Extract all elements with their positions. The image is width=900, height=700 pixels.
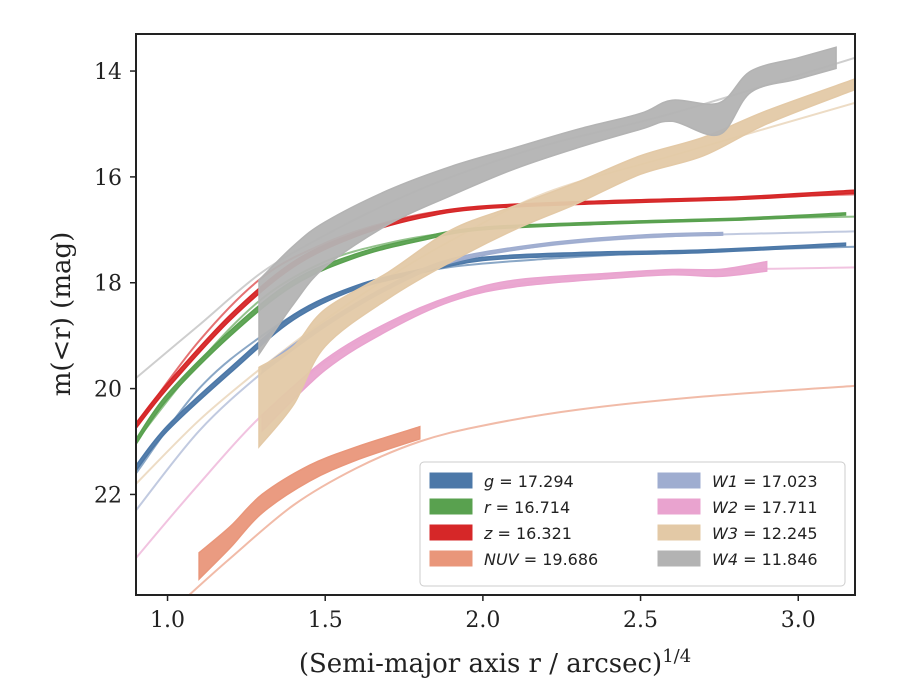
x-axis: 1.0 1.5 2.0 2.5 3.0 <box>150 595 816 633</box>
legend-box <box>419 461 846 587</box>
plot-frame <box>135 33 856 596</box>
y-tick-label: 22 <box>94 483 122 508</box>
x-axis-label-text: (Semi-major axis r / arcsec) <box>299 649 662 679</box>
x-axis-label: (Semi-major axis r / arcsec)1/4 <box>299 646 691 679</box>
legend-entry-g: g = 17.294 <box>484 472 574 491</box>
legend-entry-nuv: NUV = 19.686 <box>484 550 598 569</box>
x-tick-label: 1.5 <box>308 608 343 633</box>
legend-entry-r: r = 16.714 <box>484 498 570 517</box>
legend-swatch-z <box>429 524 473 541</box>
band-w4 <box>258 46 837 357</box>
legend-entry-w2: W2 = 17.711 <box>712 498 818 517</box>
y-axis-label: m(<r) (mag) <box>47 232 77 397</box>
x-tick-label: 2.0 <box>465 608 500 633</box>
legend: g = 17.294 r = 16.714 z = 16.321 NUV = 19.6… <box>419 461 846 587</box>
x-tick-label: 3.0 <box>781 608 816 633</box>
y-tick-label: 14 <box>94 60 122 85</box>
x-tick-label: 2.5 <box>623 608 658 633</box>
y-axis: 14 16 18 20 22 <box>94 60 136 508</box>
legend-swatch-w2 <box>657 498 701 515</box>
y-tick-label: 20 <box>94 378 122 403</box>
band-w2 <box>261 260 768 433</box>
band-g <box>136 242 847 472</box>
legend-swatch-w3 <box>657 524 701 541</box>
band-nuv <box>198 425 421 581</box>
y-tick-label: 16 <box>94 166 122 191</box>
legend-entry-z: z = 16.321 <box>483 524 572 543</box>
legend-entry-w3: W3 = 12.245 <box>712 524 818 543</box>
legend-swatch-w4 <box>657 550 701 567</box>
series-layer <box>136 46 855 595</box>
legend-swatch-w1 <box>657 472 701 489</box>
y-tick-label: 18 <box>94 272 122 297</box>
legend-entry-w4: W4 = 11.846 <box>712 550 818 569</box>
legend-entry-w1: W1 = 17.023 <box>712 472 818 491</box>
legend-swatch-nuv <box>429 550 473 567</box>
legend-swatch-g <box>429 472 473 489</box>
x-tick-label: 1.0 <box>150 608 185 633</box>
legend-swatch-r <box>429 498 473 515</box>
x-axis-label-exponent: 1/4 <box>662 646 691 667</box>
model-curve-nuv <box>187 384 855 595</box>
